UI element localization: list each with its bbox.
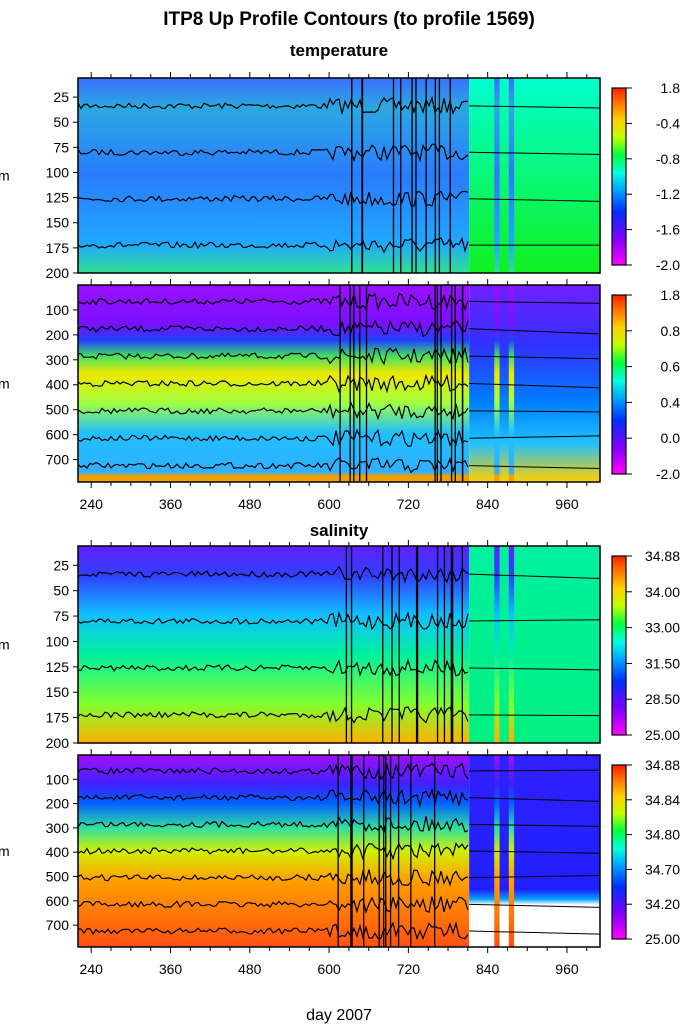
colorbar-tick-label: 34.84: [645, 792, 680, 808]
colorbar-tick-label: 34.20: [645, 896, 680, 912]
y-axis-label: m: [0, 843, 10, 859]
colorbar-tick-label: 0.0: [661, 430, 681, 446]
y-tick-label: 700: [46, 917, 70, 933]
colorbar-tick-label: 25.00: [645, 727, 680, 743]
colorbar-tick-label: -2.0: [656, 257, 680, 273]
y-tick-label: 500: [46, 869, 70, 885]
y-tick-label: 600: [46, 893, 70, 909]
heatmap-field-extrapolated: [469, 285, 600, 482]
y-tick-label: 75: [53, 139, 69, 155]
y-tick-label: 600: [46, 427, 70, 443]
colorbar-tick-label: 31.50: [645, 655, 680, 671]
salinity-title: salinity: [310, 521, 369, 540]
y-axis-label: m: [0, 376, 10, 392]
x-axis-label: day 2007: [306, 1007, 372, 1024]
x-tick-label: 240: [80, 961, 104, 977]
panel-temperature-1: 100 200 300 400 500 600 700 m 240 360 480 600 720 840…: [0, 279, 680, 512]
heatmap-gap-strip: [509, 285, 514, 482]
x-tick-label: 960: [555, 496, 579, 512]
colorbar-tick-label: -2.0: [656, 466, 680, 482]
y-tick-label: 100: [46, 164, 70, 180]
y-tick-label: 500: [46, 402, 70, 418]
x-tick-label: 480: [238, 961, 262, 977]
heatmap-gap-strip: [494, 78, 499, 273]
colorbar-tick-label: 33.00: [645, 620, 680, 636]
y-tick-label: 100: [46, 633, 70, 649]
x-tick-label: 720: [397, 961, 421, 977]
x-tick-label: 600: [317, 496, 341, 512]
colorbar: [612, 556, 626, 735]
colorbar-tick-label: -1.2: [656, 186, 680, 202]
colorbar-tick-label: 34.80: [645, 827, 680, 843]
colorbar-tick-label: 0.8: [661, 323, 681, 339]
colorbar-tick-label: 34.00: [645, 584, 680, 600]
colorbar-tick-label: 0.6: [661, 359, 681, 375]
y-tick-label: 125: [46, 190, 70, 206]
y-tick-label: 300: [46, 820, 70, 836]
colorbar-tick-label: 28.50: [645, 691, 680, 707]
x-tick-label: 840: [476, 496, 500, 512]
y-tick-label: 75: [53, 608, 69, 624]
y-tick-label: 150: [46, 684, 70, 700]
chart-title: ITP8 Up Profile Contours (to profile 156…: [163, 9, 535, 30]
y-axis-label: m: [0, 168, 10, 184]
colorbar: [612, 765, 626, 939]
x-tick-label: 840: [476, 961, 500, 977]
heatmap-field-extrapolated: [469, 546, 600, 743]
y-tick-label: 175: [46, 240, 70, 256]
x-tick-label: 480: [238, 496, 262, 512]
x-tick-label: 720: [397, 496, 421, 512]
colorbar-tick-label: 1.8: [661, 80, 681, 96]
colorbar-tick-label: 34.70: [645, 861, 680, 877]
y-tick-label: 200: [46, 265, 70, 281]
colorbar-tick-label: 34.88: [645, 548, 680, 564]
colorbar-tick-label: 1.8: [661, 287, 681, 303]
y-tick-label: 125: [46, 659, 70, 675]
colorbar-tick-label: -1.6: [656, 222, 680, 238]
colorbar-tick-label: -0.8: [656, 151, 680, 167]
panel-salinity-2: 25 50 75 100 125 150 175 200 m 34.88 34.00 33.00 31.…: [0, 540, 680, 751]
x-tick-label: 240: [80, 496, 104, 512]
y-tick-label: 175: [46, 710, 70, 726]
colorbar-tick-label: 25.00: [645, 931, 680, 947]
x-tick-label: 360: [159, 496, 183, 512]
y-tick-label: 200: [46, 327, 70, 343]
x-tick-label: 600: [317, 961, 341, 977]
heatmap-gap-strip: [509, 755, 514, 947]
y-tick-label: 200: [46, 735, 70, 751]
colorbar-tick-label: 34.88: [645, 757, 680, 773]
y-tick-label: 50: [53, 583, 69, 599]
panel-salinity-3: 100 200 300 400 500 600 700 m 240 360 480 600 720 840…: [0, 749, 680, 977]
y-tick-label: 700: [46, 452, 70, 468]
heatmap-gap-strip: [494, 285, 499, 482]
y-tick-label: 100: [46, 302, 70, 318]
temperature-title: temperature: [290, 41, 388, 60]
colorbar-tick-label: 0.4: [661, 394, 681, 410]
x-tick-label: 360: [159, 961, 183, 977]
y-tick-label: 150: [46, 215, 70, 231]
y-tick-label: 400: [46, 844, 70, 860]
y-tick-label: 300: [46, 352, 70, 368]
y-axis-label: m: [0, 637, 10, 653]
colorbar-tick-label: -0.4: [656, 115, 680, 131]
y-tick-label: 25: [53, 557, 69, 573]
y-tick-label: 50: [53, 114, 69, 130]
panel-temperature-0: 25 50 75 100 125 150 175 200 m 1.8 -0.4 -0.8 -1.2 -1.…: [0, 72, 680, 281]
y-tick-label: 400: [46, 377, 70, 393]
y-tick-label: 100: [46, 771, 70, 787]
colorbar: [612, 295, 626, 474]
x-tick-label: 960: [555, 961, 579, 977]
colorbar: [612, 88, 626, 265]
heatmap-gap-strip: [509, 78, 514, 273]
heatmap-field: [78, 285, 469, 482]
y-tick-label: 200: [46, 796, 70, 812]
y-tick-label: 25: [53, 89, 69, 105]
